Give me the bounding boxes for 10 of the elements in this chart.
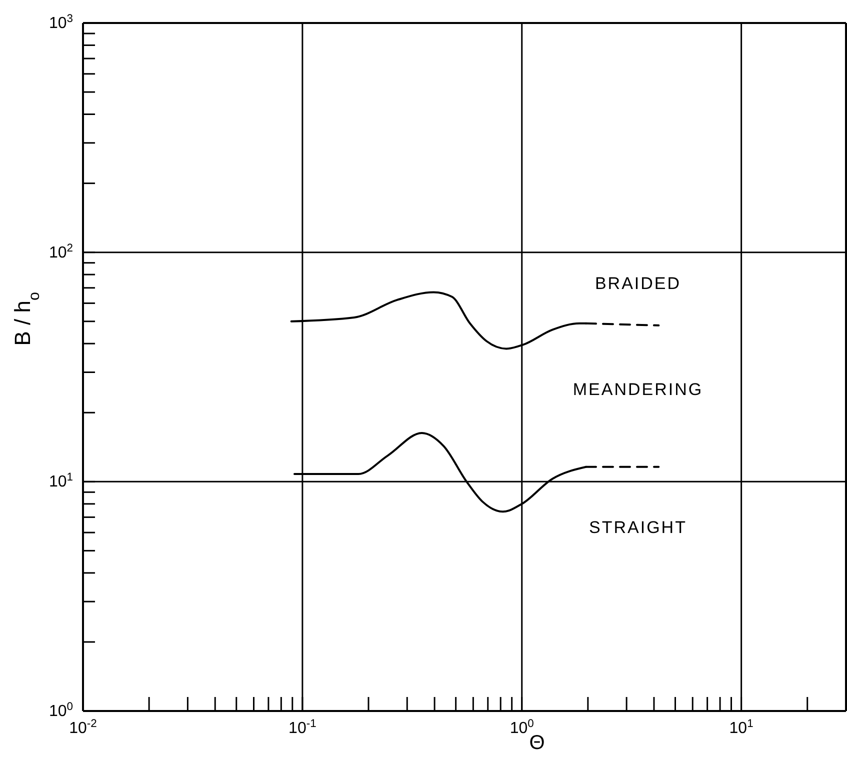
- x-tick-label: 10$^{-2}$: [69, 718, 97, 737]
- annotation: BRAIDED: [594, 274, 682, 294]
- y-tick-label: 10$^{2}$: [48, 242, 73, 262]
- y-tick-label: 10$^{0}$: [48, 701, 73, 720]
- x-tick-label: 10$^{1}$: [729, 718, 754, 737]
- y-tick-label: 10$^{1}$: [48, 472, 73, 491]
- annotation: STRAIGHT: [588, 518, 688, 538]
- annotation: MEANDERING: [572, 380, 704, 400]
- y-tick-label: 10$^{3}$: [48, 13, 73, 32]
- x-tick-label: 10$^{-1}$: [288, 718, 316, 737]
